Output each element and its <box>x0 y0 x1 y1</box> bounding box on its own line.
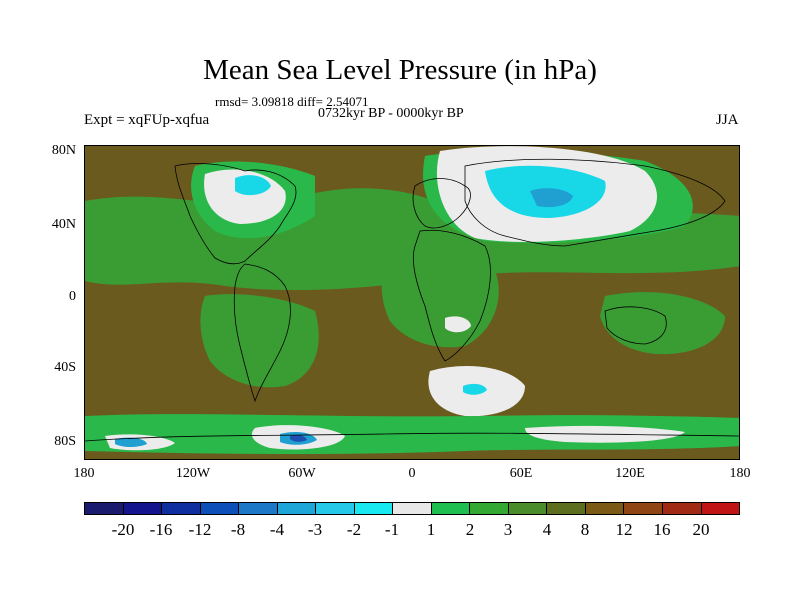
colorbar-cell <box>470 503 509 514</box>
colorbar-level-label: -20 <box>111 520 135 539</box>
southern-ocean-anomaly <box>85 414 739 455</box>
colorbar-level-label: 2 <box>465 520 475 539</box>
eurasia-strong-negative <box>530 188 573 208</box>
lon-label-180w: 180 <box>73 466 95 481</box>
experiment-label: Expt = xqFUp-xqfua <box>84 112 210 128</box>
hudson-bay-negative <box>235 175 271 196</box>
colorbar-level-label: -2 <box>346 520 362 539</box>
colorbar-cell <box>624 503 663 514</box>
colorbar-cell <box>662 503 702 514</box>
colorbar-level-label: 4 <box>542 520 552 539</box>
colorbar-cell <box>354 503 394 514</box>
lat-label-80n: 80N <box>51 143 76 158</box>
australia-anomaly <box>600 292 725 355</box>
time-period-label: 0732kyr BP - 0000kyr BP <box>318 106 464 121</box>
colorbar-level-label: -4 <box>269 520 285 539</box>
colorbar-cell <box>701 503 740 514</box>
antarctic-strong-negative <box>290 435 307 442</box>
south-america-anomaly <box>200 294 319 388</box>
colorbar-level-label: -3 <box>307 520 323 539</box>
colorbar-cell <box>316 503 355 514</box>
lon-label-180e: 180 <box>729 466 751 481</box>
lon-label-120e: 120E <box>615 466 645 481</box>
colorbar-cell <box>547 503 586 514</box>
rmsd-diff-stats: rmsd= 3.09818 diff= 2.54071 <box>215 94 369 109</box>
colorbar-cell <box>239 503 278 514</box>
south-atlantic-negative <box>463 383 487 395</box>
colorbar-level-label: -1 <box>384 520 400 539</box>
colorbar-cell <box>431 503 471 514</box>
colorbar-cell <box>162 503 201 514</box>
chart-title: Mean Sea Level Pressure (in hPa) <box>203 54 597 86</box>
season-label: JJA <box>716 112 739 128</box>
colorbar-cell <box>585 503 625 514</box>
antarctic-negative-far-west <box>115 437 147 447</box>
lon-label-120w: 120W <box>175 466 211 481</box>
colorbar-level-label: -16 <box>149 520 173 539</box>
colorbar-level-label: 8 <box>580 520 590 539</box>
colorbar-level-label: 12 <box>615 520 633 539</box>
lon-label-60e: 60E <box>509 466 533 481</box>
africa-near-zero <box>445 316 471 333</box>
colorbar-level-label: 3 <box>503 520 513 539</box>
colorbar-level-label: -12 <box>188 520 212 539</box>
map-canvas <box>85 146 739 459</box>
lat-label-40s: 40S <box>54 360 76 375</box>
coastlines <box>85 158 739 442</box>
colorbar-level-label: 20 <box>692 520 710 539</box>
colorbar-cell <box>277 503 317 514</box>
pressure-anomaly-map <box>84 145 740 460</box>
colorbar-level-label: 16 <box>653 520 671 539</box>
lat-label-80s: 80S <box>54 434 76 449</box>
colorbar-cell <box>508 503 548 514</box>
lon-label-0: 0 <box>408 466 416 481</box>
colorbar-cell <box>123 503 163 514</box>
colorbar-cell <box>200 503 240 514</box>
colorbar <box>84 502 740 515</box>
lat-label-0: 0 <box>69 289 76 304</box>
colorbar-cell <box>85 503 124 514</box>
lon-label-60w: 60W <box>288 466 316 481</box>
lat-label-40n: 40N <box>51 217 76 232</box>
colorbar-cell <box>393 503 432 514</box>
colorbar-level-label: 1 <box>426 520 436 539</box>
colorbar-level-label: -8 <box>230 520 246 539</box>
